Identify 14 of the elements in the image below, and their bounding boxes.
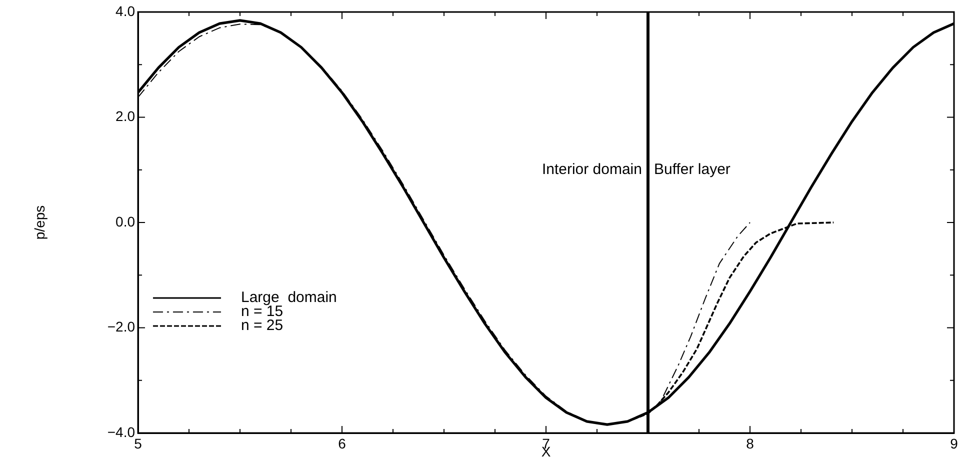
y-axis-title: p/eps: [31, 205, 48, 240]
y-tick-label: −2.0: [107, 318, 136, 335]
legend-label: n = 25: [241, 317, 284, 334]
annotation: Interior domain: [542, 161, 642, 178]
x-tick-label: 9: [950, 435, 958, 452]
x-tick-label: 6: [338, 435, 346, 452]
y-tick-label: −4.0: [107, 424, 136, 440]
y-tick-label: 2.0: [116, 108, 136, 124]
y-tick-label: 4.0: [116, 2, 136, 19]
annotation: Buffer layer: [654, 161, 730, 178]
y-tick-label: 0.0: [116, 213, 136, 230]
x-tick-label: 8: [746, 435, 754, 452]
legend-label: Large domain: [241, 289, 337, 306]
x-tick-label: 5: [134, 435, 142, 452]
